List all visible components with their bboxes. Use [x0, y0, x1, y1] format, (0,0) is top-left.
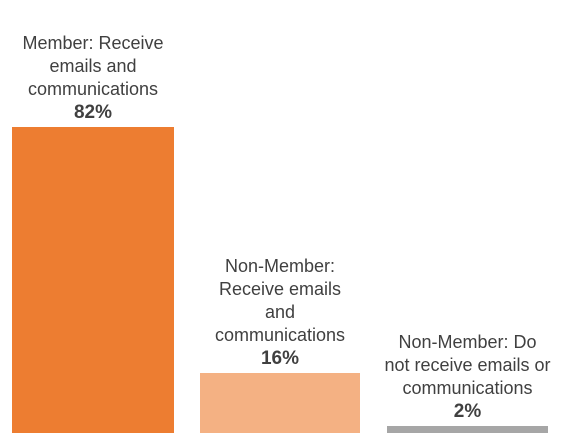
category-label: Non-Member: Receive emails and communica…	[214, 256, 346, 346]
value-label: 2%	[453, 400, 482, 422]
bar	[200, 373, 360, 433]
category-label: Non-Member: Do not receive emails or com…	[384, 331, 551, 398]
bar	[12, 127, 174, 433]
value-label: 82%	[73, 102, 113, 124]
category-label: Member: Receive emails and communication…	[22, 33, 164, 100]
bar	[387, 425, 548, 433]
bar-label: Non-Member: Receive emails and communica…	[203, 255, 358, 370]
bar-label: Non-Member: Do not receive emails or com…	[384, 331, 552, 423]
value-label: 16%	[260, 348, 300, 370]
bar-label: Member: Receive emails and communication…	[3, 32, 183, 124]
